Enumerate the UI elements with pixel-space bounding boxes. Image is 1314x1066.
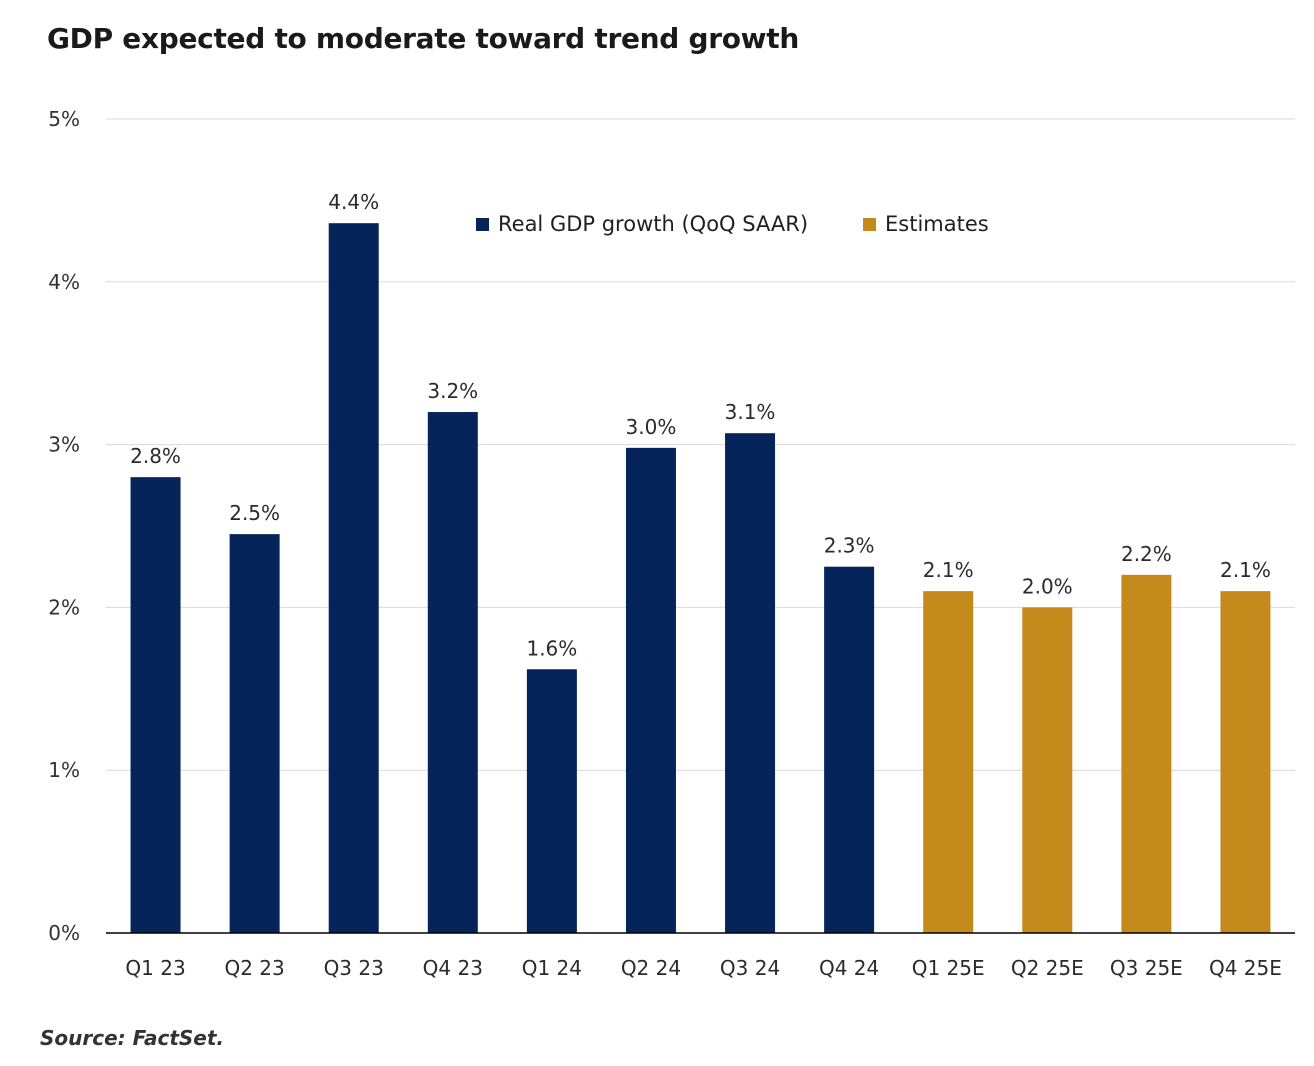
data-label: 3.0% — [626, 415, 677, 439]
x-tick-label: Q2 23 — [224, 956, 284, 980]
bar-q3-24 — [725, 433, 776, 933]
y-tick-label: 1% — [48, 758, 80, 782]
y-tick-label: 5% — [48, 107, 80, 131]
y-tick-label: 2% — [48, 595, 80, 619]
data-label: 2.8% — [130, 444, 181, 468]
x-tick-label: Q3 23 — [324, 956, 384, 980]
data-label: 2.3% — [824, 534, 875, 558]
y-axis-ticks: 0% 1% 2% 3% 4% 5% — [48, 107, 80, 945]
data-label: 2.5% — [229, 501, 280, 525]
bar-q1-25e — [923, 591, 974, 933]
data-label: 2.1% — [923, 558, 974, 582]
data-label: 1.6% — [526, 636, 577, 660]
data-label: 3.1% — [725, 400, 776, 424]
bar-q3-23 — [328, 223, 379, 933]
bar-q2-23 — [229, 534, 280, 933]
bar-q4-24 — [824, 566, 875, 933]
x-axis-ticks: Q1 23 Q2 23 Q3 23 Q4 23 Q1 24 Q2 24 Q3 24 Q4 24… — [125, 956, 1282, 980]
legend-swatch-actual — [476, 217, 489, 231]
data-label: 2.2% — [1121, 542, 1172, 566]
bar-q3-25e — [1121, 574, 1172, 933]
bar-q4-25e — [1220, 591, 1271, 933]
legend-label-actual: Real GDP growth (QoQ SAAR) — [498, 212, 809, 236]
data-labels: 2.8% 2.5% 4.4% 3.2% 1.6% 3.0% 3.1% 2.3% 2.1% 2.0%… — [130, 190, 1271, 660]
bar-q2-25e — [1022, 607, 1073, 933]
x-tick-label: Q4 24 — [819, 956, 879, 980]
data-label: 3.2% — [427, 379, 478, 403]
y-tick-label: 0% — [48, 921, 80, 945]
data-label: 2.0% — [1022, 574, 1073, 598]
x-tick-label: Q1 25E — [912, 956, 985, 980]
bars — [130, 223, 1271, 933]
x-tick-label: Q2 24 — [621, 956, 681, 980]
bar-q1-24 — [526, 669, 577, 933]
chart-title: GDP expected to moderate toward trend gr… — [47, 22, 799, 55]
x-tick-label: Q4 23 — [423, 956, 483, 980]
source-note: Source: FactSet. — [40, 1026, 225, 1050]
x-tick-label: Q3 24 — [720, 956, 780, 980]
bar-q2-24 — [625, 447, 676, 933]
legend: Real GDP growth (QoQ SAAR) Estimates — [0, 212, 1314, 242]
legend-item-estimates: Estimates — [863, 212, 989, 236]
legend-item-actual: Real GDP growth (QoQ SAAR) — [476, 212, 808, 236]
bar-q1-23 — [130, 477, 181, 933]
x-tick-label: Q3 25E — [1110, 956, 1183, 980]
legend-label-estimates: Estimates — [885, 212, 989, 236]
gridlines — [106, 118, 1295, 771]
legend-swatch-estimates — [863, 217, 876, 231]
data-label: 2.1% — [1220, 558, 1271, 582]
x-tick-label: Q2 25E — [1011, 956, 1084, 980]
bar-q4-23 — [427, 412, 478, 933]
x-tick-label: Q1 23 — [125, 956, 185, 980]
data-label: 4.4% — [328, 190, 379, 214]
y-tick-label: 3% — [48, 433, 80, 457]
x-tick-label: Q1 24 — [522, 956, 582, 980]
y-tick-label: 4% — [48, 270, 80, 294]
x-tick-label: Q4 25E — [1209, 956, 1282, 980]
